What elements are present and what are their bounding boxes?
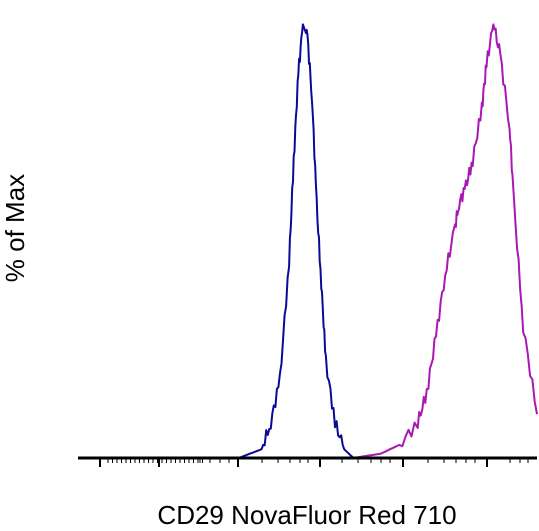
x-axis-ticks (99, 458, 529, 467)
series-layer (215, 23, 538, 459)
histogram-series-1 (215, 23, 377, 459)
x-axis-label: CD29 NovaFluor Red 710 (157, 500, 456, 526)
y-axis-label: % of Max (0, 174, 30, 282)
histogram-series-2 (353, 23, 538, 459)
